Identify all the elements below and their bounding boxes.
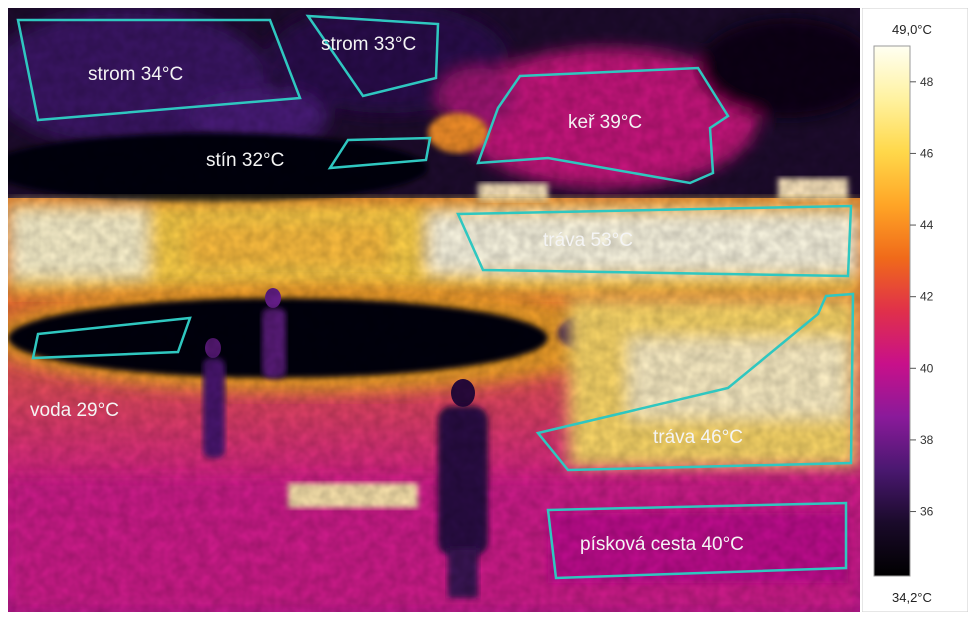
scale-tick-label: 48 [920,75,934,89]
scale-ticks: 48 46 44 42 40 38 36 [910,75,934,519]
label-piskova-cesta-40: písková cesta 40°C [580,534,744,555]
outline-trava-53 [456,204,853,278]
scale-tick-label: 36 [920,505,934,519]
temperature-scale: 49,0°C 48 46 44 42 40 38 36 34,2°C [862,8,968,612]
outline-strom-34 [16,18,302,122]
label-stin-32: stín 32°C [206,150,284,171]
outline-stin-32 [327,136,432,170]
scale-tick-label: 38 [920,433,934,447]
thermal-image: strom 34°C strom 33°C stín 32°C keř 39°C… [8,8,860,612]
color-scale-bar [873,45,911,577]
scale-tick-label: 42 [920,290,934,304]
scale-tick-label: 46 [920,146,934,160]
outline-ker-39 [476,66,730,185]
label-trava-53: tráva 53°C [543,230,633,251]
outline-piskova-cesta-40 [546,501,848,580]
scale-tick-label: 44 [920,218,934,232]
outline-trava-46 [535,292,855,472]
outline-voda-29 [31,316,192,360]
outline-strom-33 [305,14,440,98]
label-ker-39: keř 39°C [568,112,642,133]
scale-max-label: 49,0°C [892,22,932,37]
label-strom-33: strom 33°C [321,34,416,55]
label-voda-29: voda 29°C [30,400,119,421]
scale-tick-label: 40 [920,361,934,375]
label-trava-46: tráva 46°C [653,427,743,448]
label-strom-34: strom 34°C [88,64,183,85]
scale-min-label: 34,2°C [892,590,932,605]
region-outlines [16,14,855,580]
